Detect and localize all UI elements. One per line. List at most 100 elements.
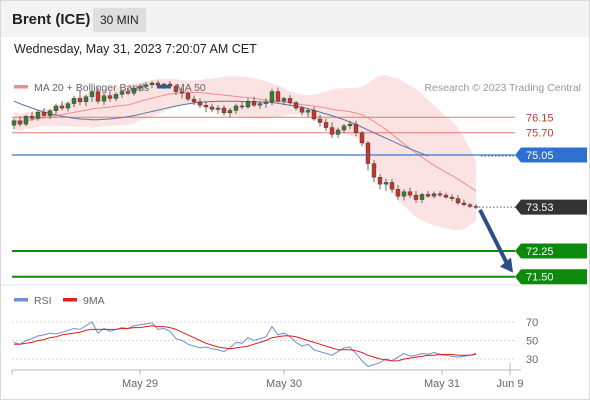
candle — [443, 192, 449, 199]
candle — [347, 120, 353, 130]
candle — [227, 108, 233, 118]
candle — [395, 184, 401, 200]
candle — [77, 90, 83, 106]
x-axis-labels: May 29 May 30 May 31 Jun 9 — [11, 363, 524, 390]
rsi-legend-swatch — [14, 298, 28, 302]
instrument-title: Brent (ICE) — [12, 11, 91, 28]
candle — [179, 88, 185, 99]
candle — [461, 199, 467, 207]
candle — [401, 189, 407, 201]
rsi-level-label: 50 — [526, 336, 538, 348]
candle — [233, 103, 239, 114]
candle — [11, 118, 17, 130]
rsi-level-label: 30 — [526, 354, 538, 366]
level-labels-layer: 76.15 75.70 75.05 73.53 72.25 71.50 — [515, 112, 587, 285]
candle — [275, 87, 281, 103]
resistance-label: 76.15 — [526, 112, 554, 124]
timestamp: Wednesday, May 31, 2023 7:20:07 AM CET — [14, 42, 257, 56]
candle — [53, 103, 59, 114]
bollinger-legend-label: MA 20 + Bollinger Bands — [34, 82, 149, 94]
candle — [413, 191, 419, 203]
forecast-arrow-shaft — [478, 208, 509, 265]
candle — [185, 91, 191, 102]
candle — [359, 131, 365, 147]
candle — [281, 96, 287, 106]
candle — [311, 107, 317, 121]
candle — [71, 95, 77, 107]
candle — [287, 95, 293, 105]
bollinger-band-fill — [14, 75, 476, 231]
rsi-level-label: 70 — [526, 317, 538, 329]
candle — [455, 195, 461, 205]
candle — [209, 103, 215, 113]
candle — [173, 84, 179, 95]
moving-average-layer — [13, 100, 429, 157]
candle — [221, 105, 227, 116]
support-price-label: 71.50 — [526, 272, 554, 284]
candle — [35, 110, 41, 121]
candle — [299, 105, 305, 116]
candle — [431, 191, 437, 199]
candle — [365, 141, 371, 171]
candle — [353, 120, 359, 137]
candle — [293, 101, 299, 111]
candle — [65, 101, 71, 112]
candle — [89, 88, 95, 102]
candle — [29, 112, 35, 121]
candle — [437, 191, 443, 198]
resistance-label: 75.70 — [526, 128, 554, 140]
candle — [59, 101, 65, 111]
candle — [191, 95, 197, 106]
candle — [125, 88, 131, 95]
candle — [371, 160, 377, 183]
candle — [383, 179, 389, 191]
bollinger-legend-swatch — [14, 85, 28, 89]
support-price-tag: 71.50 — [515, 269, 587, 285]
candle — [467, 203, 473, 209]
candle — [251, 96, 257, 107]
candle — [239, 101, 245, 110]
candle — [215, 105, 221, 114]
candle — [269, 88, 275, 106]
rsi-legend-label: RSI — [34, 295, 52, 307]
candle — [389, 179, 395, 193]
rsi-ma-legend-label: 9MA — [83, 295, 105, 307]
bollinger-band-layer — [13, 75, 477, 231]
interval-button[interactable]: 30 MIN — [93, 8, 146, 32]
candle — [203, 101, 209, 113]
candle — [419, 192, 425, 203]
candle — [257, 101, 263, 109]
candle — [101, 93, 107, 106]
rsi-ma-legend-swatch — [63, 298, 77, 302]
research-credit: Research © 2023 Trading Central — [424, 82, 581, 94]
support-price-tag: 72.25 — [515, 243, 587, 259]
candle — [107, 91, 113, 102]
candle — [245, 98, 251, 109]
ma20-line — [13, 91, 477, 192]
last-price-price-label: 73.53 — [526, 202, 554, 214]
candle — [119, 89, 125, 98]
candle — [449, 194, 455, 202]
candle — [17, 116, 23, 127]
candle — [407, 187, 413, 198]
pivot-price-tag: 75.05 — [515, 147, 587, 163]
candle — [137, 84, 143, 92]
candle — [47, 109, 53, 119]
candle — [197, 98, 203, 109]
ma50-legend-label: MA 50 — [176, 82, 206, 94]
ma50-legend-swatch — [157, 85, 171, 89]
x-axis-label: Jun 9 — [497, 378, 524, 390]
ma50-line — [13, 100, 429, 157]
candle — [149, 81, 155, 89]
rsi-ma-line — [14, 325, 477, 362]
candle — [305, 108, 311, 118]
x-axis-label: May 31 — [424, 378, 460, 390]
header-bar: Brent (ICE) 30 MIN — [1, 1, 589, 37]
candle — [335, 127, 341, 138]
candle — [113, 92, 119, 102]
candle — [143, 81, 149, 89]
rsi-line — [13, 321, 477, 367]
candle — [95, 87, 101, 104]
